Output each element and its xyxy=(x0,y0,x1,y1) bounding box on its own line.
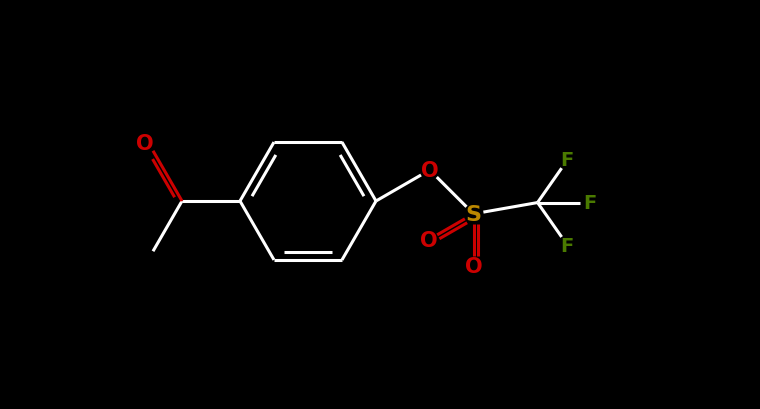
Text: S: S xyxy=(466,204,482,224)
Text: F: F xyxy=(583,193,596,213)
Text: F: F xyxy=(561,236,574,255)
Text: O: O xyxy=(420,230,437,250)
Text: O: O xyxy=(136,133,154,153)
Text: O: O xyxy=(421,161,439,180)
Text: O: O xyxy=(464,256,483,276)
Text: F: F xyxy=(561,151,574,170)
